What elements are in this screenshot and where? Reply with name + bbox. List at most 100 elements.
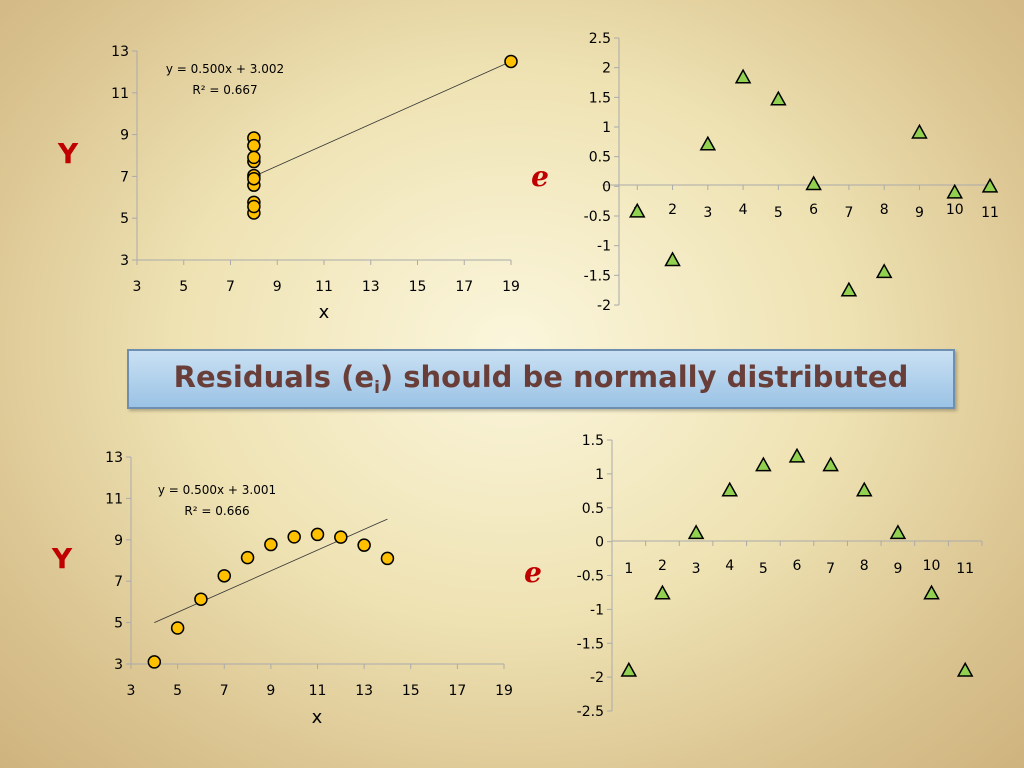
x-tick-label: 5 [774,205,783,221]
y-tick-label: 7 [120,169,129,185]
data-point [247,150,261,165]
data-point [334,530,348,544]
data-point [755,456,772,472]
x-tick-label: 6 [809,202,818,218]
y-tick-label: 11 [105,491,123,507]
data-point [805,175,822,191]
banner-text: Residuals (ei) should be normally distri… [174,360,909,398]
y-tick-label: -0.5 [577,569,604,585]
trendline-r-squared: R² = 0.666 [184,504,249,518]
x-tick-label: 7 [220,683,229,699]
data-point [875,263,893,279]
data-point [956,661,974,677]
data-point [822,456,839,472]
x-tick-label: 7 [844,205,853,221]
y-tick-label: 0.5 [582,501,604,517]
y-tick-label: 1.5 [582,433,604,449]
y-tick-label: 7 [114,574,123,590]
trendline-r-squared: R² = 0.667 [192,83,257,97]
y-tick-label: 5 [120,211,129,227]
x-tick-label: 5 [179,279,188,295]
axes-group: 3 5 7 9 11 13 3 5 7 9 11 13 15 17 19 [111,44,520,295]
x-axis-title: x [319,302,330,323]
x-tick-label: 8 [880,202,889,218]
data-point [889,524,907,540]
x-tick-label: 7 [226,279,235,295]
data-point [687,524,705,540]
y-tick-label: -1 [597,239,611,255]
data-point [240,550,255,565]
x-tick-label: 5 [759,561,768,577]
data-point [357,538,371,552]
data-point [620,661,638,677]
data-point [287,530,301,544]
data-point [770,90,787,106]
data-point [504,54,518,69]
x-tick-label: 1 [624,561,633,577]
y-tick-label: 9 [114,533,123,549]
data-point [855,481,873,497]
x-tick-label: 13 [355,683,373,699]
x-tick-label: 7 [826,561,835,577]
data-point [264,537,278,552]
trendline-equation: y = 0.500x + 3.002 [166,62,284,76]
y-tick-label: -1.5 [577,636,604,652]
x-tick-label: 9 [893,561,902,577]
y-tick-label: 13 [105,450,123,466]
banner-text-after: ) should be normally distributed [379,360,909,394]
data-point [840,281,858,297]
y-tick-label: 0 [602,179,611,195]
x-tick-label: 2 [668,202,677,218]
y-tick-label: 2 [602,61,611,77]
data-point [147,655,162,669]
data-point [721,481,739,497]
data-point [628,202,646,218]
trendline [154,518,388,623]
y-tick-label: 5 [114,616,123,632]
data-point [981,177,999,193]
x-tick-label: 11 [315,279,333,295]
y-tick-label: -2 [590,670,604,686]
x-tick-label: 11 [309,683,327,699]
banner-text-before: Residuals (e [173,360,375,394]
x-tick-label: 9 [273,279,282,295]
data-point [247,171,261,186]
x-tick-label: 3 [703,205,712,221]
y-axis-title: e [531,160,549,193]
data-point [946,183,964,199]
x-tick-label: 9 [266,683,275,699]
data-point [247,199,261,214]
x-tick-label: 19 [502,279,520,295]
y-tick-label: 1 [602,120,611,136]
data-point [664,251,681,267]
y-axis-title: e [524,556,542,589]
axes-group: 3 5 7 9 11 13 3 5 7 9 11 13 15 17 19 [105,450,513,699]
y-tick-label: -1.5 [584,268,611,284]
x-axis-title: x [312,707,323,728]
x-tick-label: 10 [923,558,941,574]
y-axis-title: Y [51,542,73,575]
y-tick-label: 1.5 [589,90,611,106]
data-point [310,527,325,542]
x-tick-label: 13 [362,279,380,295]
axes-group: 2.521.510.50-0.5-1-1.5-21234567891011 [584,31,999,314]
x-tick-label: 15 [402,683,420,699]
y-tick-label: -2.5 [577,704,604,720]
y-tick-label: 3 [120,253,129,269]
y-tick-label: 0 [595,535,604,551]
data-point [923,584,940,600]
data-point [380,551,395,566]
x-tick-label: 11 [981,205,999,221]
y-tick-label: 11 [111,86,129,102]
y-tick-label: 0.5 [589,150,611,166]
x-tick-label: 5 [173,683,182,699]
x-tick-label: 15 [409,279,427,295]
x-tick-label: 8 [860,558,869,574]
x-tick-label: 9 [915,205,924,221]
data-point [734,68,752,84]
axes-group: 1.5 1 0.5 0 -0.5 -1 -1.5 -2 -2.5 1 2 3 4 5 6 7 8 9 10 11 [577,433,983,720]
data-point [788,447,806,463]
